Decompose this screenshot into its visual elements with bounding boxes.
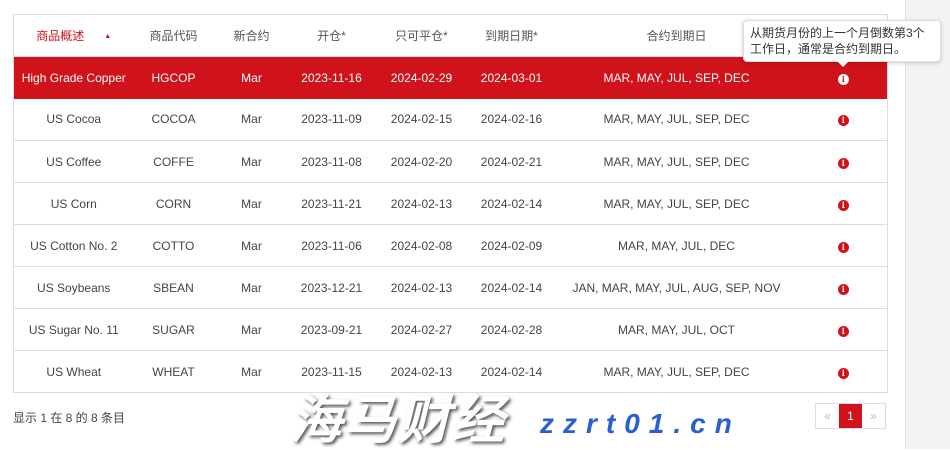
expiry-date: 2024-02-21: [469, 140, 554, 183]
close-only-date: 2024-02-20: [373, 140, 470, 183]
expiry-date: 2024-02-14: [469, 350, 554, 393]
contract-months: MAR, MAY, JUL, OCT: [553, 308, 800, 351]
info-icon[interactable]: i: [837, 73, 849, 85]
table-row[interactable]: US Cotton No. 2 COTTO Mar 2023-11-06 2024-02…: [13, 224, 888, 267]
table-row[interactable]: US Soybeans SBEAN Mar 2023-12-21 2024-02-13 2…: [13, 266, 888, 309]
close-only-date: 2024-02-15: [373, 98, 470, 141]
contract-months: JAN, MAR, MAY, JUL, AUG, SEP, NOV: [553, 266, 800, 309]
open-date: 2023-12-21: [289, 266, 374, 309]
close-only-date: 2024-02-08: [373, 224, 470, 267]
page-1-button[interactable]: 1: [839, 404, 862, 428]
info-cell: i: [799, 224, 888, 267]
commodity-name: US Cocoa: [13, 98, 134, 141]
open-date: 2023-11-08: [289, 140, 374, 183]
table-row[interactable]: US Wheat WHEAT Mar 2023-11-15 2024-02-13 2024…: [13, 350, 888, 393]
expiry-date: 2024-02-28: [469, 308, 554, 351]
pagination: « 1 »: [815, 403, 886, 429]
open-date: 2023-11-15: [289, 350, 374, 393]
header-open[interactable]: 开仓*: [289, 14, 374, 57]
header-description[interactable]: 商品概述 ▲: [13, 14, 134, 57]
info-cell: i: [799, 350, 888, 393]
table-row[interactable]: US Cocoa COCOA Mar 2023-11-09 2024-02-15 2024…: [13, 98, 888, 141]
contracts-table: 商品概述 ▲ 商品代码 新合约 开仓* 只可平仓* 到期日期* 合约到期日 Hig…: [13, 14, 888, 393]
contract-months: MAR, MAY, JUL, SEP, DEC: [553, 56, 800, 99]
commodity-code: SUGAR: [133, 308, 214, 351]
new-contract: Mar: [213, 350, 290, 393]
new-contract: Mar: [213, 56, 290, 99]
next-page-button[interactable]: »: [870, 409, 877, 423]
commodity-code: HGCOP: [133, 56, 214, 99]
commodity-name: US Soybeans: [13, 266, 134, 309]
table-row[interactable]: US Sugar No. 11 SUGAR Mar 2023-09-21 2024-02…: [13, 308, 888, 351]
commodity-code: COFFE: [133, 140, 214, 183]
commodity-name: US Coffee: [13, 140, 134, 183]
info-icon[interactable]: i: [837, 367, 849, 379]
info-cell: i: [799, 140, 888, 183]
info-cell: i: [799, 266, 888, 309]
info-icon[interactable]: i: [837, 115, 849, 127]
info-icon[interactable]: i: [837, 325, 849, 337]
contract-months: MAR, MAY, JUL, DEC: [553, 224, 800, 267]
table-row[interactable]: High Grade Copper HGCOP Mar 2023-11-16 2024-…: [13, 56, 888, 99]
contract-months: MAR, MAY, JUL, SEP, DEC: [553, 140, 800, 183]
contract-months: MAR, MAY, JUL, SEP, DEC: [553, 182, 800, 225]
commodity-name: US Sugar No. 11: [13, 308, 134, 351]
info-cell: i: [799, 308, 888, 351]
close-only-date: 2024-02-13: [373, 266, 470, 309]
open-date: 2023-11-06: [289, 224, 374, 267]
right-sidebar: [905, 0, 950, 449]
commodity-name: US Cotton No. 2: [13, 224, 134, 267]
commodity-code: COCOA: [133, 98, 214, 141]
table-row[interactable]: US Coffee COFFE Mar 2023-11-08 2024-02-20 202…: [13, 140, 888, 183]
contract-months: MAR, MAY, JUL, SEP, DEC: [553, 98, 800, 141]
expiry-date: 2024-03-01: [469, 56, 554, 99]
sort-asc-icon: ▲: [104, 33, 112, 41]
prev-page-button[interactable]: «: [824, 409, 831, 423]
commodity-code: SBEAN: [133, 266, 214, 309]
new-contract: Mar: [213, 224, 290, 267]
commodity-name: US Corn: [13, 182, 134, 225]
open-date: 2023-11-16: [289, 56, 374, 99]
watermark-title: 海马财经: [290, 392, 507, 450]
close-only-date: 2024-02-13: [373, 350, 470, 393]
commodity-code: WHEAT: [133, 350, 214, 393]
new-contract: Mar: [213, 182, 290, 225]
info-icon[interactable]: i: [837, 241, 849, 253]
info-icon[interactable]: i: [837, 283, 849, 295]
table-row[interactable]: US Corn CORN Mar 2023-11-21 2024-02-13 2024-0…: [13, 182, 888, 225]
info-icon[interactable]: i: [837, 157, 849, 169]
open-date: 2023-11-21: [289, 182, 374, 225]
commodity-name: High Grade Copper: [13, 56, 134, 99]
open-date: 2023-11-09: [289, 98, 374, 141]
contract-months: MAR, MAY, JUL, SEP, DEC: [553, 350, 800, 393]
new-contract: Mar: [213, 140, 290, 183]
close-only-date: 2024-02-27: [373, 308, 470, 351]
info-cell: i: [799, 98, 888, 141]
header-expiry-date[interactable]: 到期日期*: [469, 14, 554, 57]
close-only-date: 2024-02-13: [373, 182, 470, 225]
header-new-contract[interactable]: 新合约: [213, 14, 290, 57]
commodity-name: US Wheat: [13, 350, 134, 393]
header-close-only[interactable]: 只可平仓*: [373, 14, 470, 57]
expiry-date: 2024-02-14: [469, 182, 554, 225]
table-info: 显示 1 在 8 的 8 条目: [13, 411, 126, 425]
new-contract: Mar: [213, 266, 290, 309]
open-date: 2023-09-21: [289, 308, 374, 351]
new-contract: Mar: [213, 98, 290, 141]
info-cell: i: [799, 182, 888, 225]
commodity-code: COTTO: [133, 224, 214, 267]
info-tooltip: 从期货月份的上一个月倒数第3个工作日，通常是合约到期日。: [743, 20, 941, 67]
watermark-url: zzrt01.cn: [540, 408, 741, 439]
info-icon[interactable]: i: [837, 199, 849, 211]
expiry-date: 2024-02-16: [469, 98, 554, 141]
close-only-date: 2024-02-29: [373, 56, 470, 99]
expiry-date: 2024-02-14: [469, 266, 554, 309]
new-contract: Mar: [213, 308, 290, 351]
commodity-code: CORN: [133, 182, 214, 225]
header-code[interactable]: 商品代码: [133, 14, 214, 57]
expiry-date: 2024-02-09: [469, 224, 554, 267]
